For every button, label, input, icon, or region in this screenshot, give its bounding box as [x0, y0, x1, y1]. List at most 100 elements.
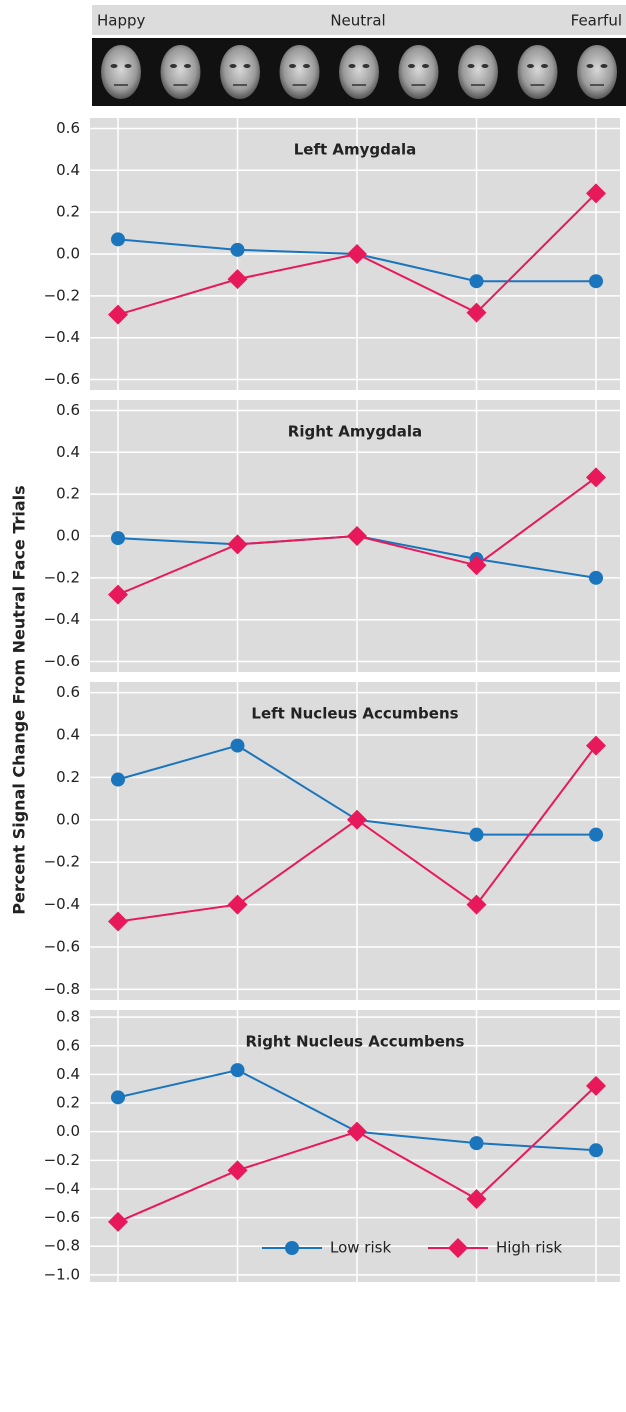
face-eye — [170, 64, 177, 68]
face-eye — [243, 64, 251, 68]
face-eye — [467, 64, 475, 68]
data-point — [469, 827, 484, 842]
chart-title: Left Nucleus Accumbens — [251, 705, 458, 723]
y-tick-label: 0.0 — [56, 1122, 80, 1140]
data-point — [586, 1075, 606, 1096]
legend-marker — [448, 1238, 468, 1258]
face — [577, 45, 617, 99]
face-eye — [586, 64, 594, 68]
face — [101, 45, 141, 99]
y-tick-label: −0.8 — [44, 1237, 80, 1255]
face — [279, 45, 320, 99]
y-tick-label: −0.2 — [44, 853, 80, 871]
y-tick-label: 0.2 — [56, 203, 80, 221]
face-eye — [289, 64, 296, 68]
face-eye — [184, 64, 191, 68]
data-point — [589, 274, 603, 289]
face — [458, 45, 498, 99]
face-eye — [303, 64, 310, 68]
y-tick-label: 0.6 — [56, 401, 80, 419]
strip-label: Neutral — [330, 12, 385, 30]
face-eye — [348, 64, 356, 68]
y-tick-label: −0.6 — [44, 652, 80, 670]
face-eye — [527, 64, 534, 68]
y-tick-label: 0.6 — [56, 683, 80, 701]
y-tick-label: 0.2 — [56, 768, 80, 786]
data-point — [347, 526, 367, 546]
y-tick-label: −1.0 — [44, 1265, 80, 1283]
y-tick-label: 0.0 — [56, 527, 80, 545]
y-tick-label: 0.0 — [56, 810, 80, 828]
data-point — [227, 894, 248, 915]
y-tick-label: 0.6 — [56, 1036, 80, 1054]
data-point — [586, 735, 606, 756]
data-point — [108, 1211, 128, 1232]
data-point — [589, 827, 603, 842]
data-point — [466, 1188, 487, 1209]
face-eye — [422, 64, 429, 68]
y-tick-label: 0.2 — [56, 485, 80, 503]
data-point — [108, 304, 128, 325]
chart-title: Left Amygdala — [294, 141, 417, 159]
legend-label: Low risk — [330, 1239, 391, 1257]
data-point — [230, 738, 245, 753]
face — [398, 45, 439, 99]
y-tick-label: −0.6 — [44, 370, 80, 388]
data-point — [227, 534, 248, 555]
data-point — [108, 911, 128, 932]
data-point — [111, 232, 125, 247]
face — [517, 45, 558, 99]
y-tick-label: 0.0 — [56, 245, 80, 263]
y-tick-label: −0.4 — [44, 1179, 80, 1197]
data-point — [347, 1121, 367, 1142]
data-point — [466, 302, 487, 323]
face-eye — [481, 64, 489, 68]
face — [339, 45, 379, 99]
face-eye — [124, 64, 132, 68]
y-tick-label: 0.4 — [56, 726, 80, 744]
data-point — [227, 269, 248, 290]
y-tick-label: −0.6 — [44, 1208, 80, 1226]
y-tick-label: 0.2 — [56, 1094, 80, 1112]
y-tick-label: −0.2 — [44, 568, 80, 586]
face — [160, 45, 201, 99]
data-point — [108, 584, 128, 605]
face-eye — [229, 64, 237, 68]
y-tick-label: −0.2 — [44, 286, 80, 304]
data-point — [586, 467, 606, 488]
face-eye — [110, 64, 118, 68]
data-point — [111, 1090, 125, 1105]
y-tick-label: −0.6 — [44, 938, 80, 956]
data-point — [347, 244, 367, 264]
data-point — [466, 555, 487, 576]
strip-label: Fearful — [571, 12, 622, 30]
y-tick-label: −0.4 — [44, 328, 80, 346]
y-tick-label: −0.4 — [44, 895, 80, 913]
y-tick-label: 0.4 — [56, 161, 80, 179]
strip-label: Happy — [97, 12, 146, 30]
y-tick-label: −0.2 — [44, 1151, 80, 1169]
face-eye — [408, 64, 415, 68]
data-point — [111, 772, 125, 787]
plot-area — [90, 682, 620, 1000]
data-point — [227, 1160, 248, 1181]
data-point — [466, 894, 487, 915]
y-tick-label: 0.8 — [56, 1008, 80, 1026]
y-tick-label: 0.4 — [56, 1065, 80, 1083]
chart-title: Right Amygdala — [288, 423, 422, 441]
y-axis-label: Percent Signal Change From Neutral Face … — [10, 485, 29, 914]
data-point — [469, 1136, 484, 1151]
data-point — [469, 274, 484, 289]
data-point — [347, 809, 367, 830]
data-point — [586, 183, 606, 204]
strip-header — [92, 5, 626, 35]
y-tick-label: 0.6 — [56, 119, 80, 137]
y-tick-label: 0.4 — [56, 443, 80, 461]
chart-title: Right Nucleus Accumbens — [246, 1033, 465, 1051]
face-eye — [362, 64, 370, 68]
y-tick-label: −0.4 — [44, 610, 80, 628]
y-tick-label: −0.8 — [44, 980, 80, 998]
legend-label: High risk — [496, 1239, 562, 1257]
face-eye — [541, 64, 548, 68]
